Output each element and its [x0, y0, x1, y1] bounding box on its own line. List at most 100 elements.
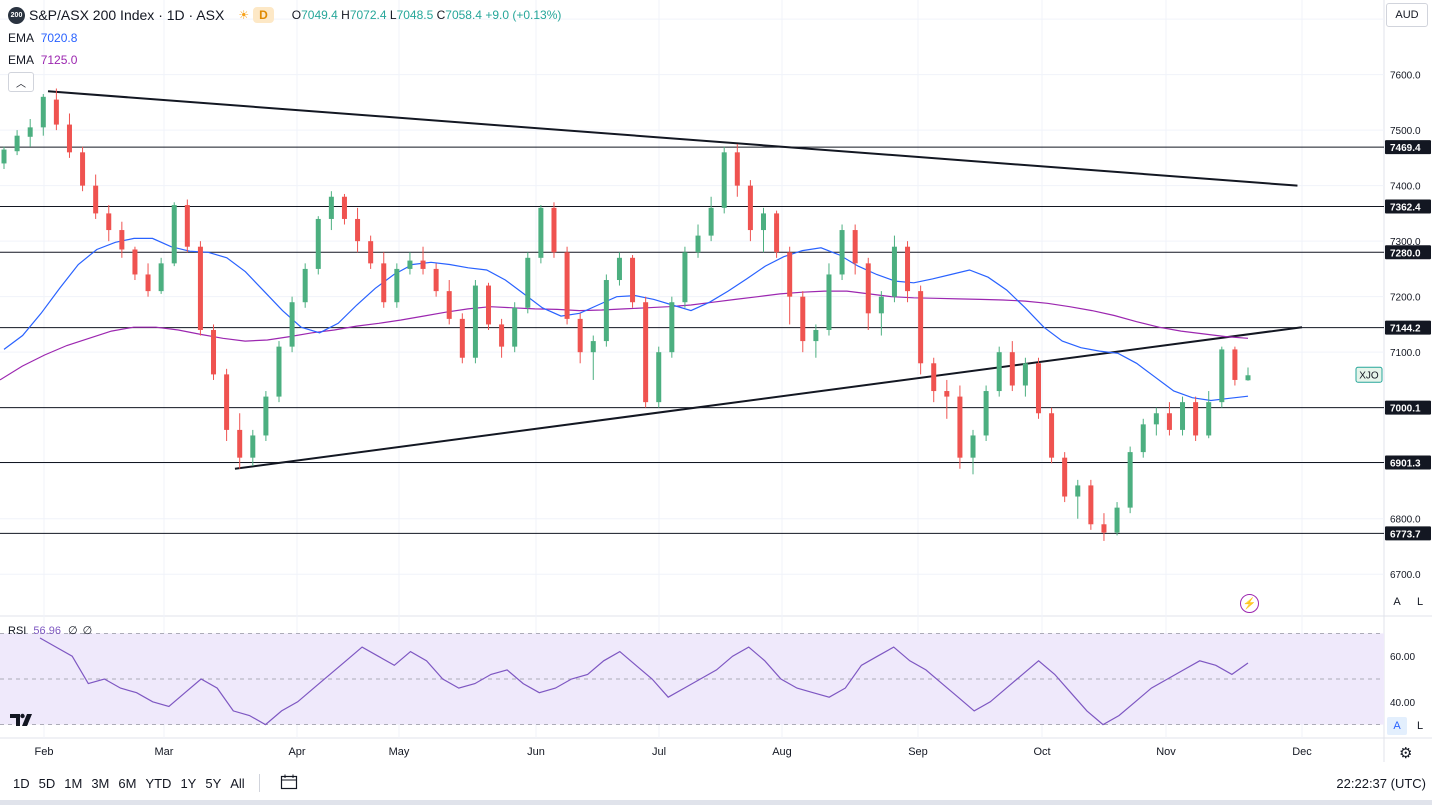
level-price-badge — [1385, 140, 1431, 155]
candle-body — [328, 196, 334, 219]
log-scale-button[interactable]: L — [1416, 596, 1424, 608]
candle-body — [381, 263, 387, 303]
candle-body — [577, 318, 583, 353]
candle-body — [106, 213, 112, 231]
range-ytd[interactable]: YTD — [145, 775, 172, 791]
currency-selector[interactable]: AUD — [1386, 3, 1428, 27]
candle-body — [1232, 349, 1238, 380]
candle-body — [878, 296, 884, 314]
x-tick-label: Apr — [288, 746, 305, 758]
level-price-label: 7280.0 — [1390, 248, 1421, 259]
gear-icon[interactable]: ⚙ — [1399, 745, 1413, 762]
candle-body — [656, 352, 662, 403]
ema-slow-value: 7125.0 — [40, 53, 78, 67]
candle-body — [237, 429, 243, 458]
range-6m[interactable]: 6M — [118, 775, 137, 791]
lightning-icon[interactable]: ⚡ — [1240, 594, 1259, 613]
x-tick-label: Feb — [35, 746, 54, 758]
symbol-tag-box — [1355, 366, 1383, 383]
candle-body — [211, 329, 217, 375]
index-logo: 200 — [8, 6, 25, 24]
toolbar-divider — [258, 774, 260, 792]
y-tick-label: 7400.0 — [1390, 182, 1421, 193]
candle-body — [616, 257, 622, 281]
candle-body — [1193, 402, 1199, 436]
range-1m[interactable]: 1M — [64, 775, 83, 791]
symbol-tag-label: XJO — [1359, 370, 1379, 381]
candle-body — [1140, 424, 1146, 453]
ema-legend-fast[interactable]: EMA 7020.8 — [8, 31, 78, 45]
auto-scale-button[interactable]: A — [1393, 596, 1401, 608]
y-tick-label: 6700.0 — [1390, 570, 1421, 581]
clock-time[interactable]: 22:22:37 (UTC) — [1336, 775, 1426, 791]
candle-body — [839, 230, 845, 275]
level-price-label: 7362.4 — [1390, 203, 1421, 214]
ohlc-values: O7049.4 H7072.4 L7048.5 C7058.4 +9.0 (+0… — [291, 8, 562, 22]
candle-body — [355, 218, 361, 242]
candle-body — [512, 307, 518, 347]
range-5d[interactable]: 5D — [38, 775, 56, 791]
candle-body — [643, 302, 649, 403]
candle-body — [1035, 363, 1041, 414]
candle-body — [263, 396, 269, 436]
candle-body — [27, 127, 33, 137]
rsi-auto-scale-button[interactable]: A — [1387, 717, 1407, 735]
candle-body — [302, 268, 308, 303]
range-5y[interactable]: 5Y — [205, 775, 222, 791]
candle-body — [1127, 452, 1133, 508]
candle-body — [184, 205, 190, 247]
range-3m[interactable]: 3M — [91, 775, 110, 791]
y-tick-label: 7300.0 — [1390, 237, 1421, 248]
candle-body — [1101, 524, 1107, 533]
candle-body — [1206, 402, 1212, 436]
x-tick-label: Jul — [652, 746, 666, 758]
candle-body — [80, 152, 86, 186]
level-price-badge — [1385, 455, 1431, 470]
rsi-tick-label: 60.00 — [1390, 652, 1415, 663]
range-1d[interactable]: 1D — [13, 775, 30, 791]
candle-body — [132, 249, 138, 275]
candle-body — [40, 96, 46, 128]
candle-body — [630, 257, 636, 303]
candle-body — [197, 246, 203, 330]
candle-body — [407, 260, 413, 269]
rsi-log-scale-button[interactable]: L — [1416, 720, 1424, 732]
level-price-label: 6901.3 — [1390, 458, 1421, 469]
range-1y[interactable]: 1Y — [180, 775, 197, 791]
x-tick-label: Jun — [527, 746, 545, 758]
range-all[interactable]: All — [230, 775, 245, 791]
level-price-badge — [1385, 526, 1431, 541]
high-value: 7072.4 — [349, 8, 387, 22]
calendar-icon[interactable] — [280, 774, 298, 793]
rsi-legend[interactable]: RSI 56.96 ∅ ∅ — [8, 625, 93, 637]
interval-badge[interactable]: D — [253, 7, 274, 23]
candle-body — [1219, 349, 1225, 403]
candle-body — [145, 274, 151, 292]
ema-legend-slow[interactable]: EMA 7125.0 — [8, 53, 78, 67]
candle-body — [905, 246, 911, 292]
y-tick-label: 7200.0 — [1390, 293, 1421, 304]
candle-body — [1049, 413, 1055, 458]
rsi-value: 56.96 — [33, 625, 61, 637]
candle-body — [158, 263, 164, 292]
candle-body — [1022, 363, 1028, 386]
level-price-badge — [1385, 400, 1431, 415]
chart-header: 200 S&P/ASX 200 Index · 1D · ASX ☀ D O70… — [0, 0, 561, 30]
candle-body — [276, 346, 282, 397]
symbol-title[interactable]: S&P/ASX 200 Index · 1D · ASX — [29, 7, 225, 23]
candle-body — [800, 296, 806, 342]
candle-body — [171, 205, 177, 264]
chevron-up-icon: ︿ — [16, 78, 26, 90]
collapse-legend-button[interactable]: ︿ — [8, 72, 34, 92]
candle-body — [590, 341, 596, 353]
candle-body — [983, 391, 989, 436]
y-tick-label: 7100.0 — [1390, 348, 1421, 359]
bottom-edge — [0, 800, 1432, 805]
candle-body — [1062, 457, 1068, 497]
candle-body — [341, 196, 347, 219]
candle-body — [1009, 352, 1015, 386]
candle-body — [734, 152, 740, 186]
trendline-lower-support — [234, 326, 1303, 470]
level-price-badge — [1385, 245, 1431, 260]
